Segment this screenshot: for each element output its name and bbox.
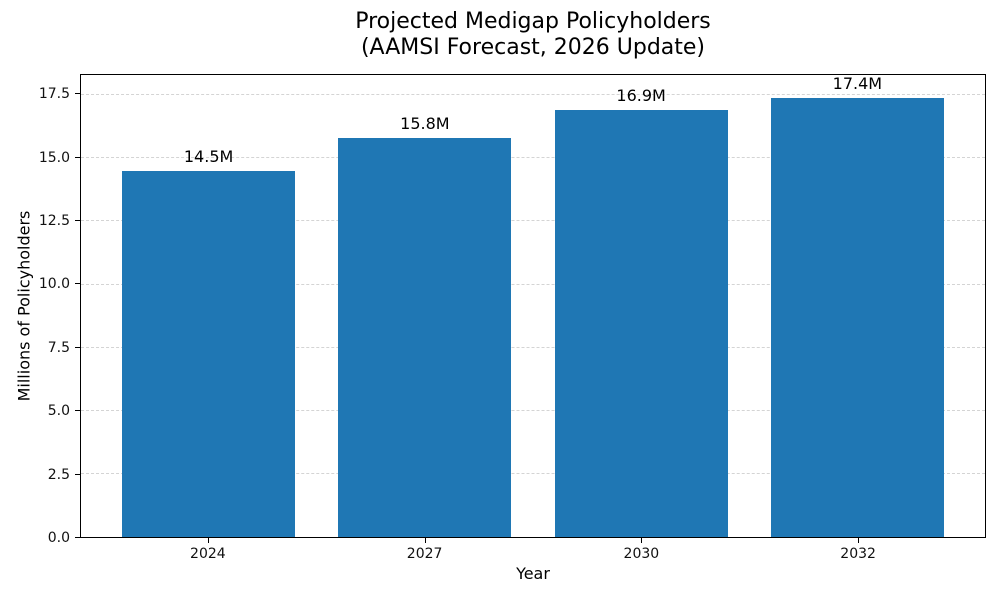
bar-value-label: 17.4M <box>832 73 883 93</box>
gridline <box>81 157 985 159</box>
y-axis-ticks: 0.0 2.5 5.0 7.5 10.0 12.5 15.0 17.5 <box>0 74 80 546</box>
bar-value-label: 14.5M <box>183 146 234 166</box>
bars-layer: 14.5M 15.8M 16.9M 17.4M <box>81 73 985 537</box>
plot-area: 14.5M 15.8M 16.9M 17.4M <box>80 74 986 538</box>
y-tick-mark <box>75 283 80 285</box>
x-tick-label: 2030 <box>623 546 660 562</box>
gridline <box>81 220 985 222</box>
y-tick-mark <box>75 473 80 475</box>
x-tick-mark <box>858 538 860 543</box>
y-tick-label: 17.5 <box>38 86 70 103</box>
chart-title-line2: (AAMSI Forecast, 2026 Update) <box>360 35 706 60</box>
y-tick-mark <box>75 410 80 412</box>
y-tick-label: 7.5 <box>47 339 70 356</box>
bar <box>554 110 728 537</box>
y-tick-mark <box>75 537 80 538</box>
y-tick-mark <box>75 346 80 348</box>
y-tick-label: 5.0 <box>47 403 70 420</box>
bar <box>122 170 296 537</box>
gridline <box>81 346 985 348</box>
chart-title: Projected Medigap Policyholders (AAMSI F… <box>80 9 986 61</box>
y-tick-label: 2.5 <box>47 466 70 483</box>
gridline <box>81 94 985 96</box>
y-tick-mark <box>75 93 80 95</box>
y-tick-label: 12.5 <box>38 213 70 230</box>
bar <box>770 97 944 537</box>
chart-title-line1: Projected Medigap Policyholders <box>355 9 711 34</box>
bar-value-label: 15.8M <box>400 114 450 134</box>
x-tick-label: 2032 <box>840 546 876 562</box>
y-tick-mark <box>75 156 80 158</box>
y-axis-label: Millions of Policyholders <box>14 210 34 402</box>
x-tick-mark <box>207 538 209 543</box>
x-tick-label: 2027 <box>406 546 443 562</box>
gridline <box>81 283 985 285</box>
gridlines-layer <box>81 75 985 537</box>
x-axis-label: Year <box>516 564 550 583</box>
y-tick-label: 0.0 <box>47 530 70 546</box>
x-axis-ticks: 2024 2027 2030 2032 <box>80 538 986 570</box>
x-tick-label: 2024 <box>190 546 226 562</box>
x-tick-mark <box>641 538 643 543</box>
x-tick-mark <box>424 538 426 543</box>
bar-value-label: 16.9M <box>616 86 666 106</box>
gridline <box>81 409 985 411</box>
gridline <box>81 472 985 474</box>
y-tick-label: 10.0 <box>38 276 70 293</box>
y-tick-mark <box>75 220 80 222</box>
bar <box>338 138 512 537</box>
y-tick-label: 15.0 <box>38 149 70 166</box>
